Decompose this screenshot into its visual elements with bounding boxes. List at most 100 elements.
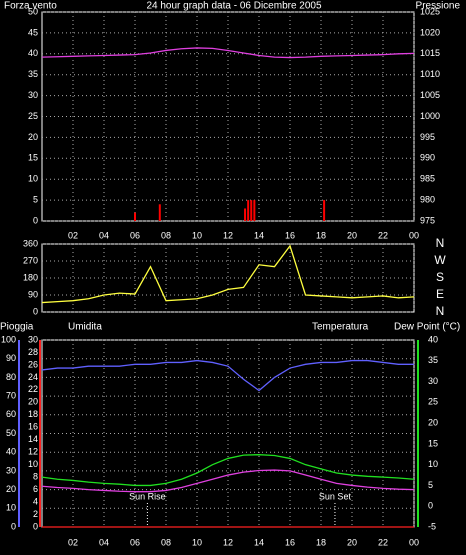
legend-label: Pressione: [416, 1, 461, 12]
y-tick-label: 60: [6, 409, 16, 419]
y-tick-label: 50: [6, 428, 16, 438]
y-tick-label: 0: [33, 306, 38, 316]
y-tick-label: 1015: [420, 48, 440, 58]
y-tick-label: 20: [28, 397, 38, 407]
x-tick-label: 06: [130, 537, 140, 547]
x-tick-label: 14: [254, 537, 264, 547]
y-tick-label: 0: [428, 501, 433, 511]
y-tick-label: 50: [28, 6, 38, 16]
y-tick-label: 270: [23, 255, 38, 265]
y-tick-label: 30: [28, 334, 38, 344]
y-tick-label: 14: [28, 434, 38, 444]
y-tick-label: 980: [420, 194, 435, 204]
line: [41, 47, 415, 59]
y-tick-label: 1020: [420, 27, 440, 37]
y-tick-label: E: [436, 287, 444, 301]
y-tick-label: 0: [33, 521, 38, 531]
line: [41, 469, 415, 493]
annotation: Sun Rise: [129, 491, 166, 501]
x-tick-label: 04: [99, 537, 109, 547]
y-tick-label: 995: [420, 132, 435, 142]
y-tick-label: 15: [428, 438, 438, 448]
y-tick-label: 35: [428, 355, 438, 365]
y-tick-label: 5: [33, 194, 38, 204]
y-tick-label: 10: [6, 503, 16, 513]
line: [41, 454, 415, 487]
x-tick-label: 20: [347, 230, 357, 240]
x-tick-label: 20: [347, 537, 357, 547]
x-tick-label: 10: [192, 230, 202, 240]
y-tick-label: 22: [28, 384, 38, 394]
y-tick-label: 90: [6, 353, 16, 363]
x-tick-label: 14: [254, 230, 264, 240]
x-tick-label: 08: [161, 230, 171, 240]
y-tick-label: 360: [23, 238, 38, 248]
legend-label: Dew Point (°C): [394, 322, 460, 333]
y-tick-label: 0: [11, 521, 16, 531]
y-tick-label: 80: [6, 372, 16, 382]
y-tick-label: 12: [28, 447, 38, 457]
x-tick-label: 12: [223, 230, 233, 240]
y-tick-label: 8: [33, 472, 38, 482]
y-tick-label: 1010: [420, 69, 440, 79]
y-tick-label: 10: [428, 459, 438, 469]
y-tick-label: -5: [428, 521, 436, 531]
y-tick-label: 1000: [420, 111, 440, 121]
y-tick-label: 100: [1, 334, 16, 344]
x-tick-label: 06: [130, 230, 140, 240]
y-tick-label: 30: [28, 90, 38, 100]
x-tick-label: 02: [68, 537, 78, 547]
x-tick-label: 04: [99, 230, 109, 240]
legend-label: Umidita: [68, 322, 102, 333]
y-tick-label: 30: [428, 376, 438, 386]
y-tick-label: 25: [428, 397, 438, 407]
y-tick-label: 15: [28, 153, 38, 163]
chart-title: 24 hour graph data - 06 Dicembre 2005: [146, 1, 322, 12]
y-tick-label: N: [436, 236, 445, 250]
y-tick-label: 28: [28, 347, 38, 357]
y-tick-label: S: [436, 270, 444, 284]
y-tick-label: 45: [28, 27, 38, 37]
y-tick-label: 30: [6, 465, 16, 475]
y-tick-label: 990: [420, 153, 435, 163]
y-tick-label: 16: [28, 422, 38, 432]
y-tick-label: 70: [6, 390, 16, 400]
x-tick-label: 22: [378, 230, 388, 240]
y-tick-label: 10: [28, 459, 38, 469]
x-tick-label: 00: [409, 537, 419, 547]
y-tick-label: 25: [28, 111, 38, 121]
y-tick-label: 26: [28, 359, 38, 369]
x-tick-label: 18: [316, 537, 326, 547]
y-tick-label: 6: [33, 484, 38, 494]
line: [41, 244, 415, 304]
legend-label: Pioggia: [0, 322, 34, 333]
y-tick-label: 0: [33, 215, 38, 225]
x-tick-label: 10: [192, 537, 202, 547]
y-tick-label: 35: [28, 69, 38, 79]
x-tick-label: 02: [68, 230, 78, 240]
y-tick-label: 975: [420, 215, 435, 225]
y-tick-label: 40: [28, 48, 38, 58]
y-tick-label: 40: [428, 334, 438, 344]
legend-label: Temperatura: [312, 322, 369, 333]
x-tick-label: 16: [285, 537, 295, 547]
x-tick-label: 12: [223, 537, 233, 547]
y-tick-label: 90: [28, 289, 38, 299]
y-tick-label: W: [434, 253, 446, 267]
x-tick-label: 00: [409, 230, 419, 240]
y-tick-label: N: [436, 304, 445, 318]
annotation: Sun Set: [319, 491, 352, 501]
y-tick-label: 4: [33, 496, 38, 506]
y-tick-label: 20: [28, 132, 38, 142]
y-tick-label: 5: [428, 480, 433, 490]
y-tick-label: 985: [420, 174, 435, 184]
y-tick-label: 40: [6, 447, 16, 457]
y-tick-label: 2: [33, 509, 38, 519]
line: [41, 359, 414, 392]
y-tick-label: 24: [28, 372, 38, 382]
y-tick-label: 1025: [420, 6, 440, 16]
legend-label: Forza vento: [4, 1, 57, 12]
x-tick-label: 22: [378, 537, 388, 547]
